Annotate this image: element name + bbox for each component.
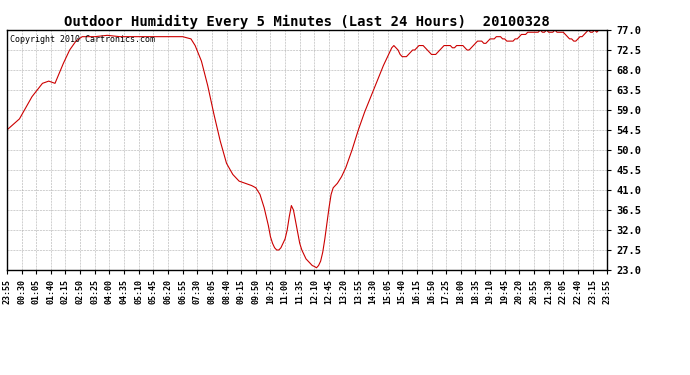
Title: Outdoor Humidity Every 5 Minutes (Last 24 Hours)  20100328: Outdoor Humidity Every 5 Minutes (Last 2… [64,15,550,29]
Text: Copyright 2010 Cartronics.com: Copyright 2010 Cartronics.com [10,35,155,44]
